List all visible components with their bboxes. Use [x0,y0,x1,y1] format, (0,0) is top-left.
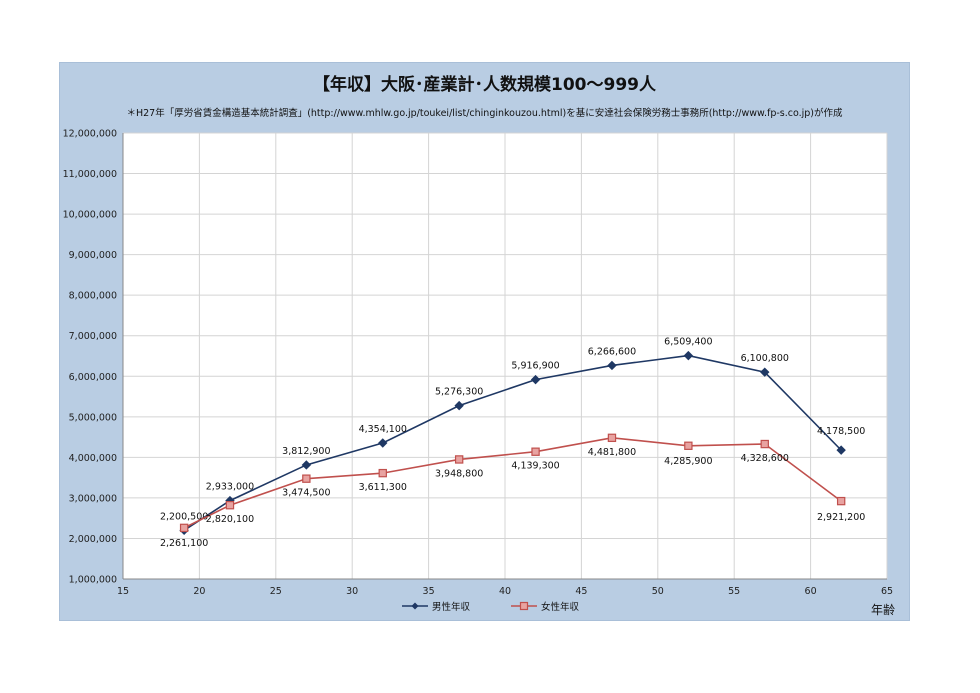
x-tick-label: 30 [346,586,358,597]
x-tick-label: 60 [805,586,817,597]
y-tick-label: 11,000,000 [63,169,117,180]
data-label: 6,100,800 [741,353,789,364]
legend-item: 男性年収 [402,601,471,613]
data-label: 6,266,600 [588,346,636,357]
data-label: 4,178,500 [817,426,865,437]
x-tick-label: 55 [728,586,740,597]
y-tick-label: 9,000,000 [69,250,117,261]
data-point-marker [836,496,846,506]
legend-marker [411,602,419,610]
data-label: 6,509,400 [664,337,712,348]
data-label: 2,921,200 [817,512,865,523]
line-chart: 【年収】大阪･産業計･人数規模100～999人 ＊H27年「厚労省賃金構造基本統… [63,74,895,617]
data-label: 4,354,100 [359,424,407,435]
data-point-marker [179,523,189,533]
y-tick-label: 5,000,000 [69,412,117,423]
data-label: 5,276,300 [435,387,483,398]
series-female: 2,261,100 2,820,100 3,474,500 3,611,300 3,94… [160,433,865,549]
x-tick-label: 65 [881,586,893,597]
legend-label: 男性年収 [432,601,471,613]
x-tick-label: 15 [117,586,129,597]
x-tick-label: 20 [193,586,205,597]
data-point-marker [530,374,541,385]
data-point-marker [684,441,693,450]
data-label: 3,611,300 [359,482,407,493]
y-tick-label: 12,000,000 [63,129,117,140]
data-label: 4,139,300 [511,461,559,472]
data-point-marker [531,447,540,456]
x-tick-label: 50 [652,586,664,597]
chart-subtitle: ＊H27年「厚労省賃金構造基本統計調査」(http://www.mhlw.go.… [126,107,843,119]
series-male: 2,200,500 2,933,000 3,812,900 4,354,100 5,27… [160,337,865,536]
data-point-marker [301,460,312,470]
x-tick-label: 25 [270,586,282,597]
x-tick-label: 35 [423,586,435,597]
y-tick-label: 6,000,000 [69,372,117,383]
legend: 男性年収 女性年収 [402,601,580,613]
data-point-marker [225,501,235,510]
series-line [183,437,842,529]
axes: 1,000,000 2,000,000 3,000,000 4,000,000 5,00… [63,129,893,598]
series-line [183,354,842,531]
data-label: 5,916,900 [511,361,559,372]
x-tick-label: 45 [575,586,587,597]
y-tick-label: 10,000,000 [63,210,117,221]
y-tick-label: 2,000,000 [69,534,117,545]
chart-frame: 【年収】大阪･産業計･人数規模100～999人 ＊H27年「厚労省賃金構造基本統… [59,62,910,621]
data-point-marker [454,455,464,464]
legend-item: 女性年収 [511,601,580,613]
data-label: 4,481,800 [588,447,636,458]
chart-title: 【年収】大阪･産業計･人数規模100～999人 [313,74,657,95]
data-point-marker [454,400,464,411]
series-layer: 2,200,500 2,933,000 3,812,900 4,354,100 5,27… [160,337,865,549]
y-tick-label: 3,000,000 [69,493,117,504]
data-label: 4,285,900 [664,456,712,467]
data-label: 3,812,900 [282,446,330,457]
data-label: 3,474,500 [282,488,330,499]
data-label: 4,328,600 [741,453,789,464]
y-tick-label: 4,000,000 [69,453,117,464]
y-tick-label: 1,000,000 [69,575,117,586]
data-point-marker [760,367,770,377]
data-point-marker [836,445,846,455]
data-point-marker [378,468,387,478]
y-tick-label: 8,000,000 [69,291,117,302]
data-label: 2,200,500 [160,511,208,522]
legend-marker [519,601,529,611]
data-label: 3,948,800 [435,468,483,479]
data-point-marker [607,360,617,371]
y-tick-label: 7,000,000 [69,331,117,342]
data-label: 2,933,000 [206,482,254,493]
x-tick-label: 40 [499,586,511,597]
data-point-marker [683,350,694,361]
data-point-marker [760,439,769,449]
data-point-marker [302,474,311,483]
data-point-marker [378,438,388,448]
data-point-marker [607,433,617,443]
legend-label: 女性年収 [541,601,580,613]
data-label: 2,261,100 [160,538,208,549]
data-label: 2,820,100 [206,514,254,525]
x-axis-label: 年齢 [871,602,895,617]
